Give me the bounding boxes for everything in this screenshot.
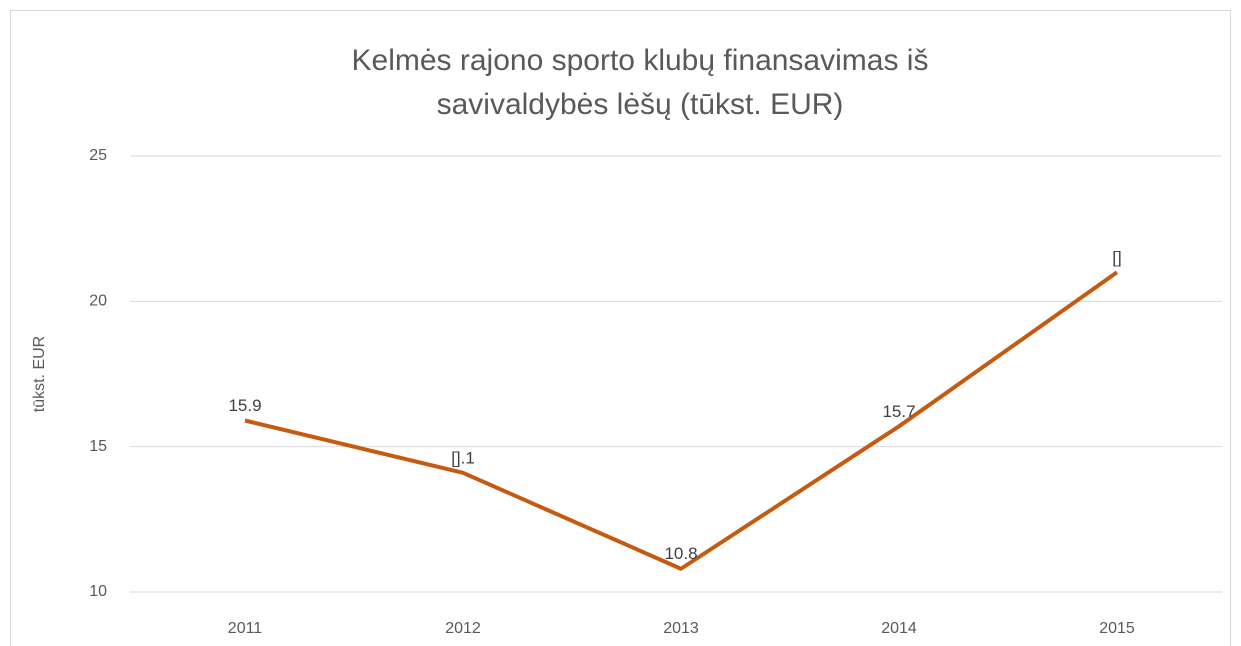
chart-title: savivaldybės lėšų (tūkst. EUR) <box>437 88 844 121</box>
chart-title: Kelmės rajono sporto klubų finansavimas … <box>352 44 929 77</box>
y-tick-label: 25 <box>89 147 107 164</box>
data-label: [].1 <box>451 448 475 467</box>
data-label: [] <box>1112 248 1121 267</box>
y-tick-label: 20 <box>89 293 107 310</box>
chart-border <box>10 10 1231 646</box>
data-label: 15.7 <box>882 402 915 421</box>
x-tick-label: 2014 <box>881 620 917 637</box>
y-axis-label: tūkst. EUR <box>31 336 48 412</box>
line-series <box>244 270 1119 571</box>
x-tick-label: 2012 <box>445 620 481 637</box>
y-tick-label: 10 <box>89 583 107 600</box>
y-tick-label: 15 <box>89 438 107 455</box>
x-tick-label: 2015 <box>1099 620 1135 637</box>
x-tick-label: 2011 <box>228 620 263 637</box>
x-tick-label: 2013 <box>663 620 699 637</box>
data-label: 10.8 <box>664 544 697 563</box>
data-label: 15.9 <box>228 396 261 415</box>
